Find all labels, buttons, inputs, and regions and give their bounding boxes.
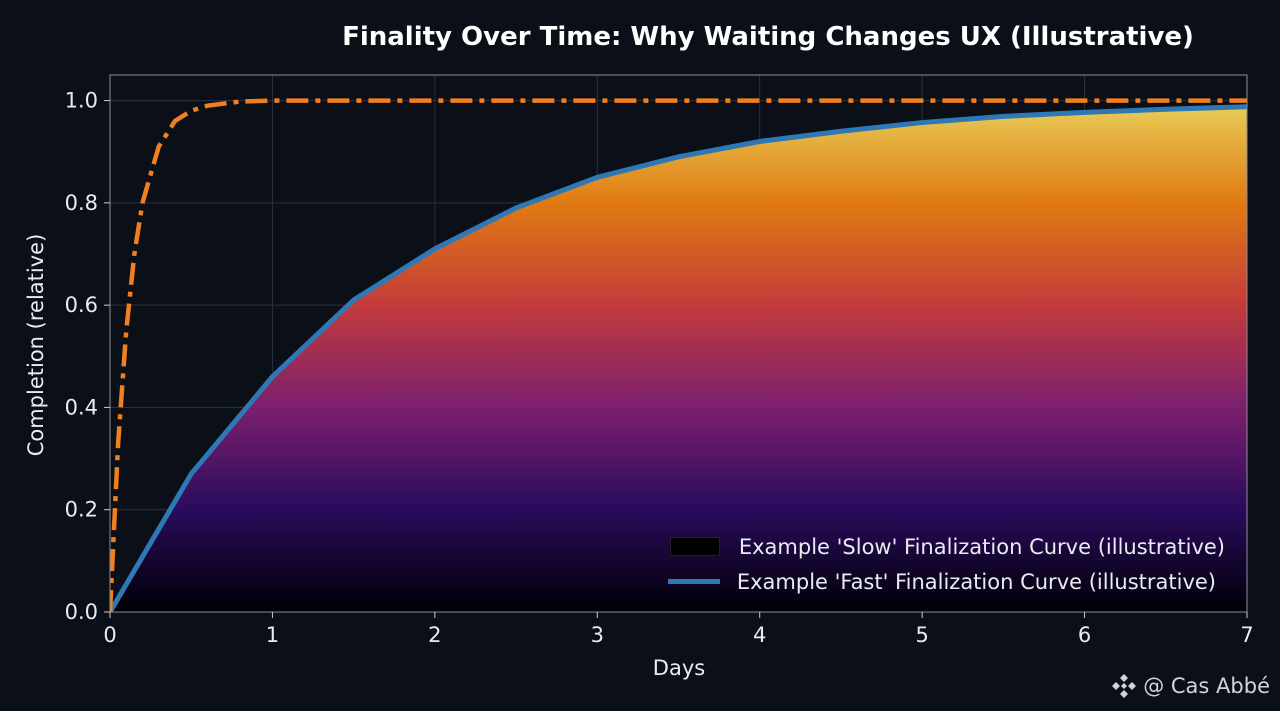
chart-title: Finality Over Time: Why Waiting Changes … (342, 22, 1194, 52)
legend-item-slow: Example 'Slow' Finalization Curve (illus… (668, 529, 1225, 564)
y-tick-label: 0.2 (65, 498, 98, 522)
legend-swatch-fast (667, 579, 720, 584)
watermark: @ Cas Abbé (1109, 671, 1270, 701)
series-lines (110, 98, 1247, 612)
y-tick-label: 0.4 (65, 395, 98, 419)
y-tick-label: 0.0 (65, 600, 98, 624)
x-axis-label: Days (652, 656, 706, 680)
x-tick-label: 3 (591, 623, 604, 647)
watermark-text: @ Cas Abbé (1143, 674, 1270, 698)
plot-frame (109, 74, 1248, 613)
x-tick-label: 0 (103, 623, 116, 647)
slow-curve-fill (110, 106, 1247, 612)
legend-item-fast: Example 'Fast' Finalization Curve (illus… (667, 564, 1225, 599)
x-tick-label: 1 (266, 623, 279, 647)
y-tick-label: 1.0 (65, 89, 98, 113)
binance-diamond-icon (1112, 674, 1137, 698)
x-tick-label: 2 (428, 623, 441, 647)
legend: Example 'Slow' Finalization Curve (illus… (667, 529, 1225, 599)
fast-curve-line (110, 104, 1247, 612)
slow-curve-area (110, 106, 1247, 612)
legend-label-slow: Example 'Slow' Finalization Curve (illus… (738, 534, 1225, 559)
y-tick-label: 0.6 (65, 293, 98, 317)
axis-ticks: 0 1 2 3 4 5 6 7 0.0 0.2 0.4 0.6 0.8 1.0 (65, 89, 1254, 647)
legend-swatch-slow (669, 537, 720, 556)
dash-dot-curve-line (110, 98, 1247, 612)
x-tick-label: 7 (1240, 623, 1253, 647)
x-tick-label: 5 (915, 623, 928, 647)
x-tick-label: 6 (1078, 623, 1091, 647)
x-tick-label: 4 (753, 623, 766, 647)
legend-label-fast: Example 'Fast' Finalization Curve (illus… (736, 569, 1217, 594)
y-tick-label: 0.8 (65, 191, 98, 215)
